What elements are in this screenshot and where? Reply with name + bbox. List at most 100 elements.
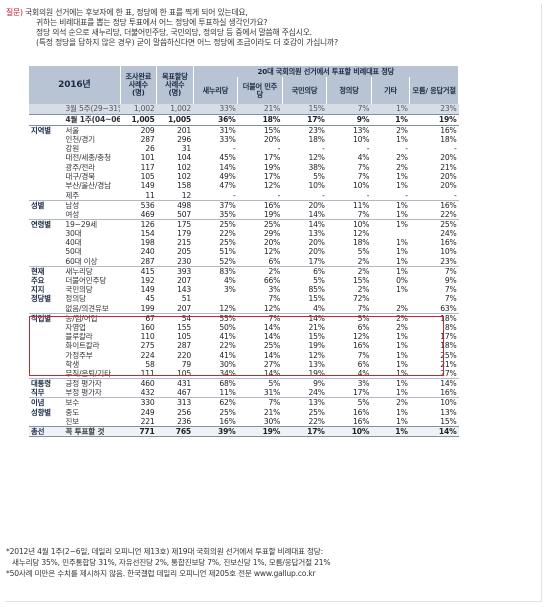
sample-weighted-cell: 393 (156, 265, 194, 276)
percent-cell: 21% (308, 322, 325, 332)
table-row: 총선 꼭 투표할 것 771 765 39% 19% 17% 10% 1% 14% (29, 425, 459, 437)
table-row: 대통령 긍정 평가자 460 431 68% 5% 9% 3% 1% 14% (29, 378, 459, 389)
sample-done-cell: 149 (140, 285, 155, 295)
sample-done-cell: 101 (140, 153, 155, 163)
row-label: 국민의당 (65, 285, 93, 295)
percent-cell: 15% (308, 294, 325, 304)
percent-cell (193, 294, 238, 303)
percent-cell: 1% (396, 350, 408, 360)
percent-cell: 7% (326, 104, 372, 114)
sample-done-cell: 11 (145, 190, 155, 200)
sample-weighted-cell: 1,005 (156, 113, 194, 126)
header-row-2: 새누리당 더불어 민주당 국민의당 정의당 기타 모름/ 응답거절 (29, 77, 459, 104)
party-group-header: 20대 국회의원 선거에서 투표할 비례대표 정당 (193, 66, 460, 77)
percent-cell: 1% (396, 181, 408, 191)
table-row: 성별 남성 536 498 37% 16% 20% 11% 1% 16% (29, 199, 459, 210)
sample-done-cell: 287 (140, 134, 155, 144)
percent-cell: 83% (193, 265, 238, 276)
sample-done-cell: 240 (140, 247, 155, 257)
percent-cell: 7% (444, 285, 457, 295)
sample-done-cell: 432 (140, 388, 155, 398)
table-row: 지지 국민의당 149 143 3% 3% 85% 2% 1% 7% (29, 285, 459, 294)
row-group-label (29, 247, 63, 256)
row-label: 중도 (65, 407, 79, 417)
sample-done-cell: 154 (140, 228, 155, 238)
percent-cell: 7% (357, 350, 370, 360)
sample-weighted-cell: 207 (177, 275, 192, 285)
percent-cell: 14% (409, 425, 459, 437)
percent-cell: 2% (396, 322, 408, 332)
sample-done-cell: 26 (145, 144, 155, 154)
row-label: 40대 (65, 238, 82, 248)
table-row: 대전/세종/충청 101 104 45% 17% 12% 4% 2% 20% (29, 153, 459, 162)
percent-cell: 12% (353, 332, 370, 342)
percent-cell: 16% (353, 407, 370, 417)
percent-cell: 14% (263, 369, 281, 379)
sample-done-cell: 58 (145, 360, 155, 370)
row-label: 농/임/어업 (63, 312, 121, 323)
percent-cell: 21% (440, 162, 457, 172)
party-header: 새누리당 (193, 77, 239, 104)
sample-weighted-cell: 79 (181, 360, 192, 370)
sample-weighted-cell: 296 (177, 134, 192, 144)
percent-cell: 20% (263, 238, 281, 248)
percent-cell: 12% (263, 247, 281, 257)
percent-cell: 72% (353, 294, 370, 304)
percent-cell: 2% (396, 153, 408, 163)
percent-cell: 20% (308, 238, 325, 248)
table-row: 부산/울산/경남 149 158 47% 12% 10% 10% 1% 20% (29, 181, 459, 190)
row-group-label: 주요 (31, 275, 45, 285)
percent-cell: 20% (440, 172, 457, 182)
percent-cell: 33% (219, 134, 236, 144)
table-row: 60대 이상 287 230 52% 6% 17% 2% 1% 23% (29, 257, 459, 267)
percent-cell: 12% (353, 228, 370, 238)
sample-weighted-cell: 507 (177, 209, 192, 219)
percent-cell: 19% (409, 113, 459, 126)
percent-cell: 5% (237, 378, 283, 389)
sample-weighted-cell: 256 (177, 407, 192, 417)
percent-cell: 14% (282, 218, 327, 229)
table-row: 인천/경기 287 296 33% 20% 18% 10% 1% 18% (29, 135, 459, 144)
percent-cell: 18% (409, 312, 459, 323)
percent-cell: - (233, 190, 236, 200)
poll-table-body: 3월 5주(29~31일)1,0021,00233%21%15%7%1%23%4… (29, 104, 459, 437)
percent-cell: 7% (237, 312, 283, 323)
sample-done-cell: 160 (140, 322, 155, 332)
percent-cell: 63% (440, 303, 457, 313)
percent-cell: 33% (193, 104, 238, 114)
sample-done-cell: 117 (140, 162, 155, 172)
row-label: 꼭 투표할 것 (63, 425, 121, 437)
percent-cell: 12% (263, 181, 281, 191)
percent-cell: 5% (357, 247, 370, 257)
row-group-label: 성향별 (31, 407, 51, 417)
percent-cell: - (233, 144, 236, 154)
row-label: 남성 (63, 199, 121, 210)
percent-cell: - (453, 144, 457, 154)
percent-cell: 55% (193, 312, 238, 323)
percent-cell: 50% (219, 322, 236, 332)
sample-done-cell: 469 (140, 209, 155, 219)
percent-cell: 25% (263, 341, 281, 351)
percent-cell: 12% (308, 350, 325, 360)
percent-cell: 2% (357, 256, 370, 266)
row-label: 대구/경북 (65, 172, 95, 182)
table-row: 블루칼라 110 105 41% 14% 15% 12% 1% 17% (29, 332, 459, 341)
sample-done-cell: 105 (140, 172, 155, 182)
percent-cell: 7% (357, 209, 370, 219)
percent-cell: 16% (353, 416, 370, 426)
percent-cell: 13% (308, 360, 325, 370)
percent-cell: 23% (440, 256, 457, 266)
percent-cell: 30% (219, 360, 236, 370)
percent-cell: 1% (371, 425, 410, 437)
row-label: 블루칼라 (65, 332, 93, 342)
percent-cell: 15% (308, 332, 325, 342)
year-header: 2016년 (29, 66, 121, 104)
percent-cell: 0% (396, 275, 408, 285)
percent-cell: 37% (193, 199, 238, 210)
percent-cell: 6% (282, 265, 327, 276)
percent-cell: 39% (193, 425, 238, 437)
percent-cell: 1% (396, 134, 408, 144)
percent-cell: 1% (396, 209, 408, 219)
row-group-label (29, 144, 63, 153)
sample-done-cell: 224 (140, 350, 155, 360)
